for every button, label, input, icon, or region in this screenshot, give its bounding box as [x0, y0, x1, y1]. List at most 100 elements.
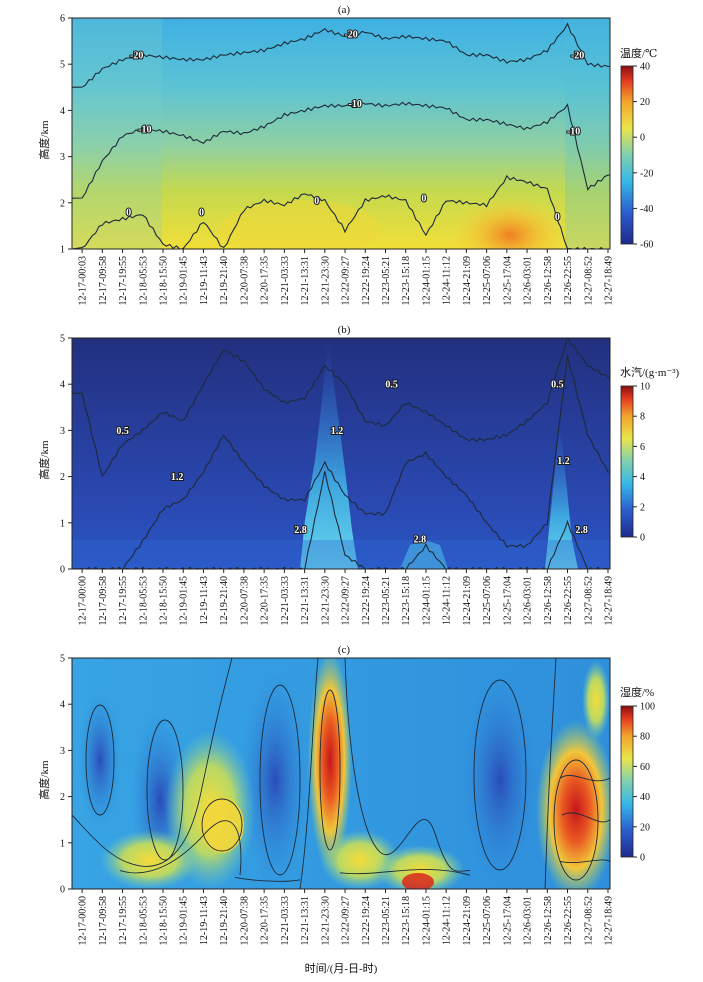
contour-label: 0: [126, 208, 131, 219]
contour-line-0: [72, 174, 610, 249]
x-tick-label: 12-21-23:30: [320, 896, 331, 945]
colorbar-tick-label: 20: [640, 97, 650, 108]
x-tick-label: 12-27-18:49: [603, 896, 614, 945]
y-tick-label: 2: [60, 198, 65, 209]
x-tick-label: 12-24-21:09: [462, 256, 473, 305]
x-tick-label: 12-23-15:18: [401, 576, 412, 625]
panel-c-ylabel: 高度/km: [37, 760, 51, 800]
y-tick-label: 2: [60, 792, 65, 803]
panel-a-colorbar: 温度/℃ 40 20 0 -20 -40 -60: [620, 46, 657, 251]
humidity-contour-line: [559, 775, 610, 782]
x-tick-label: 12-21-13:31: [300, 256, 311, 305]
humidity-contour-loop: [146, 719, 184, 861]
humidity-contour-line: [344, 658, 471, 872]
x-tick-label: 12-25-07:06: [482, 256, 493, 305]
x-tick-label: 12-26-03:01: [523, 256, 534, 305]
x-tick-label: 12-27-08:52: [583, 576, 594, 625]
panel-c-title: (c): [338, 644, 351, 656]
x-tick-label: 12-20-17:35: [260, 896, 271, 945]
panel-c-frame: [71, 657, 611, 890]
panel-a: (a) -20 -20 -20 -10 -10 -10 0 0 0 0 0 1 2 3 4 5 6 12-17…: [37, 4, 657, 305]
humidity-contour-loop: [553, 759, 599, 881]
contour-label: -20: [571, 50, 584, 61]
x-tick-label: 12-17-19:55: [118, 576, 129, 625]
x-tick-label: 12-26-22:55: [563, 896, 574, 945]
panel-a-y-axis: 1 2 3 4 5 6: [60, 14, 72, 256]
humidity-contour-line: [234, 877, 301, 882]
humidity-contour-loop: [319, 689, 341, 851]
x-tick-label: 12-21-03:33: [280, 896, 291, 945]
contour-label: -10: [138, 124, 151, 135]
x-tick-label: 12-19-21:40: [219, 576, 230, 625]
humidity-contour-loop: [85, 704, 115, 816]
x-tick-label: 12-27-08:52: [583, 256, 594, 305]
panel-a-contour-labels: -20 -20 -20 -10 -10 -10 0 0 0 0 0: [125, 29, 585, 224]
humidity-contour-line: [72, 658, 233, 867]
y-tick-label: 0: [60, 885, 65, 896]
x-tick-label: 12-21-03:33: [280, 576, 291, 625]
x-tick-label: 12-17-09:58: [98, 256, 109, 305]
x-tick-label: 12-23-15:18: [401, 896, 412, 945]
x-tick-label: 12-27-08:52: [583, 896, 594, 945]
contour-label: 0.5: [551, 380, 564, 391]
colorbar-tick-label: 40: [640, 62, 650, 73]
panel-c-colorbar: 湿度/% 100 80 60 40 20 0: [620, 685, 655, 864]
panel-b-contours: [72, 338, 610, 569]
colorbar-tick-label: 4: [640, 472, 645, 483]
x-tick-label: 12-27-18:49: [603, 256, 614, 305]
panel-b-ylabel: 高度/km: [37, 440, 51, 480]
colorbar-tick-label: 20: [640, 822, 650, 833]
colorbar-tick-label: 6: [640, 442, 645, 453]
panel-a-ylabel: 高度/km: [37, 120, 51, 160]
contour-label: 0: [314, 196, 319, 207]
panel-c-xlabel: 时间/(月-日-时): [305, 962, 378, 975]
x-tick-label: 12-19-11:43: [199, 256, 210, 305]
panel-b-colorbar: 水汽/(g·m⁻³) 10 8 6 4 2 0: [620, 365, 680, 544]
y-tick-label: 5: [60, 334, 65, 345]
y-tick-label: 4: [60, 106, 65, 117]
humidity-contour-line: [299, 658, 319, 889]
humidity-contour-loop: [201, 798, 243, 852]
x-tick-label: 12-20-17:35: [260, 256, 271, 305]
x-tick-label: 12-18-05:53: [138, 896, 149, 945]
panel-b-colorbar-label: 水汽/(g·m⁻³): [620, 365, 680, 379]
x-tick-label: 12-25-07:06: [482, 896, 493, 945]
x-tick-label: 12-26-12:58: [543, 896, 554, 945]
x-tick-label: 12-17-19:55: [118, 896, 129, 945]
y-tick-label: 3: [60, 746, 65, 757]
colorbar-tick-label: 10: [640, 382, 650, 393]
x-tick-label: 12-22-09:27: [341, 896, 352, 945]
x-tick-label: 12-23-05:21: [381, 256, 392, 305]
contour-label: 1.2: [171, 472, 184, 483]
x-tick-label: 12-23-05:21: [381, 576, 392, 625]
y-tick-label: 2: [60, 472, 65, 483]
panel-b-y-axis: 0 1 2 3 4 5: [60, 334, 72, 576]
colorbar-tick-label: -60: [640, 240, 653, 251]
contour-label: 2.8: [294, 525, 307, 536]
panel-c-y-axis: 0 1 2 3 4 5: [60, 654, 72, 896]
y-tick-label: 0: [60, 565, 65, 576]
x-tick-label: 12-24-01:15: [421, 576, 432, 625]
x-tick-label: 12-22-09:27: [341, 256, 352, 305]
x-tick-label: 12-27-18:49: [603, 576, 614, 625]
x-tick-label: 12-17-00:00: [78, 896, 89, 945]
panel-a-x-axis: 12-17-00:03 12-17-09:58 12-17-19:55 12-18-0…: [78, 249, 614, 305]
y-tick-label: 1: [60, 518, 65, 529]
contour-label: 0: [421, 194, 426, 205]
x-tick-label: 12-19-21:40: [219, 896, 230, 945]
humidity-contour-loop: [259, 684, 301, 876]
x-tick-label: 12-17-19:55: [118, 256, 129, 305]
y-tick-label: 1: [60, 838, 65, 849]
x-tick-label: 12-22-19:24: [361, 896, 372, 945]
x-tick-label: 12-26-03:01: [523, 576, 534, 625]
x-tick-label: 12-25-17:04: [502, 896, 513, 945]
colorbar-tick-label: 100: [640, 702, 655, 713]
panel-b-contour-labels: 0.5 0.5 0.5 1.2 1.2 1.2 2.8 2.8 2.8: [115, 379, 589, 547]
contour-line--20: [72, 22, 610, 88]
x-tick-label: 12-22-09:27: [341, 576, 352, 625]
contour-line--10: [72, 101, 610, 199]
x-tick-label: 12-24-21:09: [462, 896, 473, 945]
colorbar-tick-label: -40: [640, 204, 653, 215]
panel-b-frame: [71, 337, 611, 570]
colorbar-tick-label: 0: [640, 853, 645, 864]
